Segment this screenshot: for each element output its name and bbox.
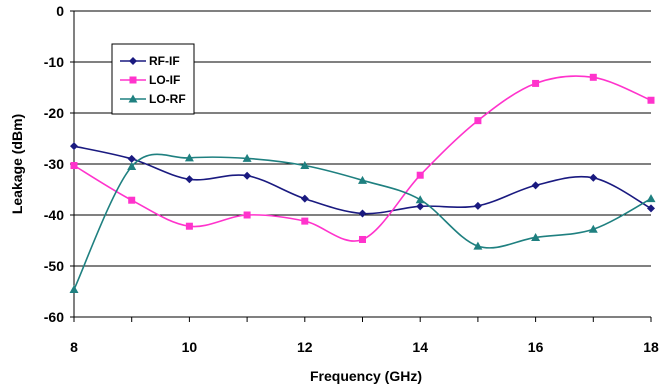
data-point-lo-if bbox=[532, 79, 540, 87]
data-point-lo-if bbox=[474, 117, 482, 125]
y-tick-label: -10 bbox=[44, 54, 64, 70]
data-point-rf-if bbox=[473, 201, 482, 210]
data-point-lo-rf bbox=[127, 162, 137, 171]
legend: RF-IF LO-IF LO-RF bbox=[111, 43, 195, 115]
legend-marker-lo-if bbox=[129, 76, 137, 84]
y-tick-label: -50 bbox=[44, 258, 64, 274]
data-point-lo-rf bbox=[646, 194, 656, 203]
y-tick-label: -30 bbox=[44, 156, 64, 172]
series-rf-if bbox=[70, 142, 655, 218]
x-tick-label: 16 bbox=[528, 339, 544, 355]
data-point-lo-if bbox=[647, 96, 655, 104]
data-point-lo-rf bbox=[588, 224, 598, 233]
y-axis-title: Leakage (dBm) bbox=[9, 114, 25, 214]
data-point-rf-if bbox=[300, 194, 309, 203]
data-point-lo-rf bbox=[415, 195, 425, 204]
legend-label-lo-rf: LO-RF bbox=[149, 92, 186, 106]
series-lo-if bbox=[70, 73, 655, 243]
x-tick-label: 18 bbox=[643, 339, 659, 355]
data-point-lo-rf bbox=[69, 284, 79, 293]
data-point-lo-rf bbox=[473, 241, 483, 250]
series-line-lo-rf bbox=[73, 153, 652, 290]
series-group bbox=[69, 73, 656, 293]
y-tick-label: -40 bbox=[44, 207, 64, 223]
data-point-lo-rf bbox=[531, 232, 541, 241]
data-point-lo-if bbox=[128, 196, 136, 204]
data-point-rf-if bbox=[127, 154, 136, 163]
data-point-lo-if bbox=[301, 217, 309, 225]
x-tick-label: 8 bbox=[70, 339, 78, 355]
x-axis-title: Frequency (GHz) bbox=[310, 368, 422, 384]
data-point-rf-if bbox=[185, 175, 194, 184]
data-point-rf-if bbox=[589, 173, 598, 182]
x-tick-label: 12 bbox=[297, 339, 313, 355]
data-point-rf-if bbox=[70, 142, 78, 151]
data-point-lo-rf bbox=[184, 153, 194, 162]
data-point-rf-if bbox=[647, 204, 655, 213]
data-point-lo-if bbox=[70, 162, 78, 170]
y-tick-label: 0 bbox=[56, 3, 64, 19]
data-point-lo-if bbox=[243, 211, 251, 219]
y-tick-labels: 0 -10 -20 -30 -40 -50 -60 bbox=[44, 3, 64, 325]
x-tick-label: 14 bbox=[412, 339, 428, 355]
y-tick-label: -60 bbox=[44, 309, 64, 325]
data-point-lo-if bbox=[359, 235, 366, 243]
legend-marker-lo-rf bbox=[128, 94, 138, 103]
x-tick-label: 10 bbox=[182, 339, 198, 355]
legend-box bbox=[111, 43, 195, 115]
y-tick-label: -20 bbox=[44, 105, 64, 121]
x-tick-labels: 8 10 12 14 16 18 bbox=[70, 339, 659, 355]
data-point-lo-if bbox=[589, 73, 597, 81]
legend-label-rf-if: RF-IF bbox=[149, 54, 180, 68]
legend-marker-rf-if bbox=[129, 57, 137, 65]
data-point-lo-rf bbox=[242, 153, 252, 162]
series-lo-rf bbox=[69, 153, 656, 293]
data-point-lo-if bbox=[416, 171, 424, 179]
data-point-rf-if bbox=[416, 202, 425, 211]
data-point-rf-if bbox=[243, 171, 252, 180]
data-point-rf-if bbox=[531, 181, 540, 190]
data-point-lo-rf bbox=[300, 161, 310, 170]
data-point-lo-rf bbox=[358, 175, 367, 184]
legend-label-lo-if: LO-IF bbox=[149, 73, 180, 87]
data-point-lo-if bbox=[185, 222, 193, 230]
data-point-rf-if bbox=[358, 209, 367, 218]
